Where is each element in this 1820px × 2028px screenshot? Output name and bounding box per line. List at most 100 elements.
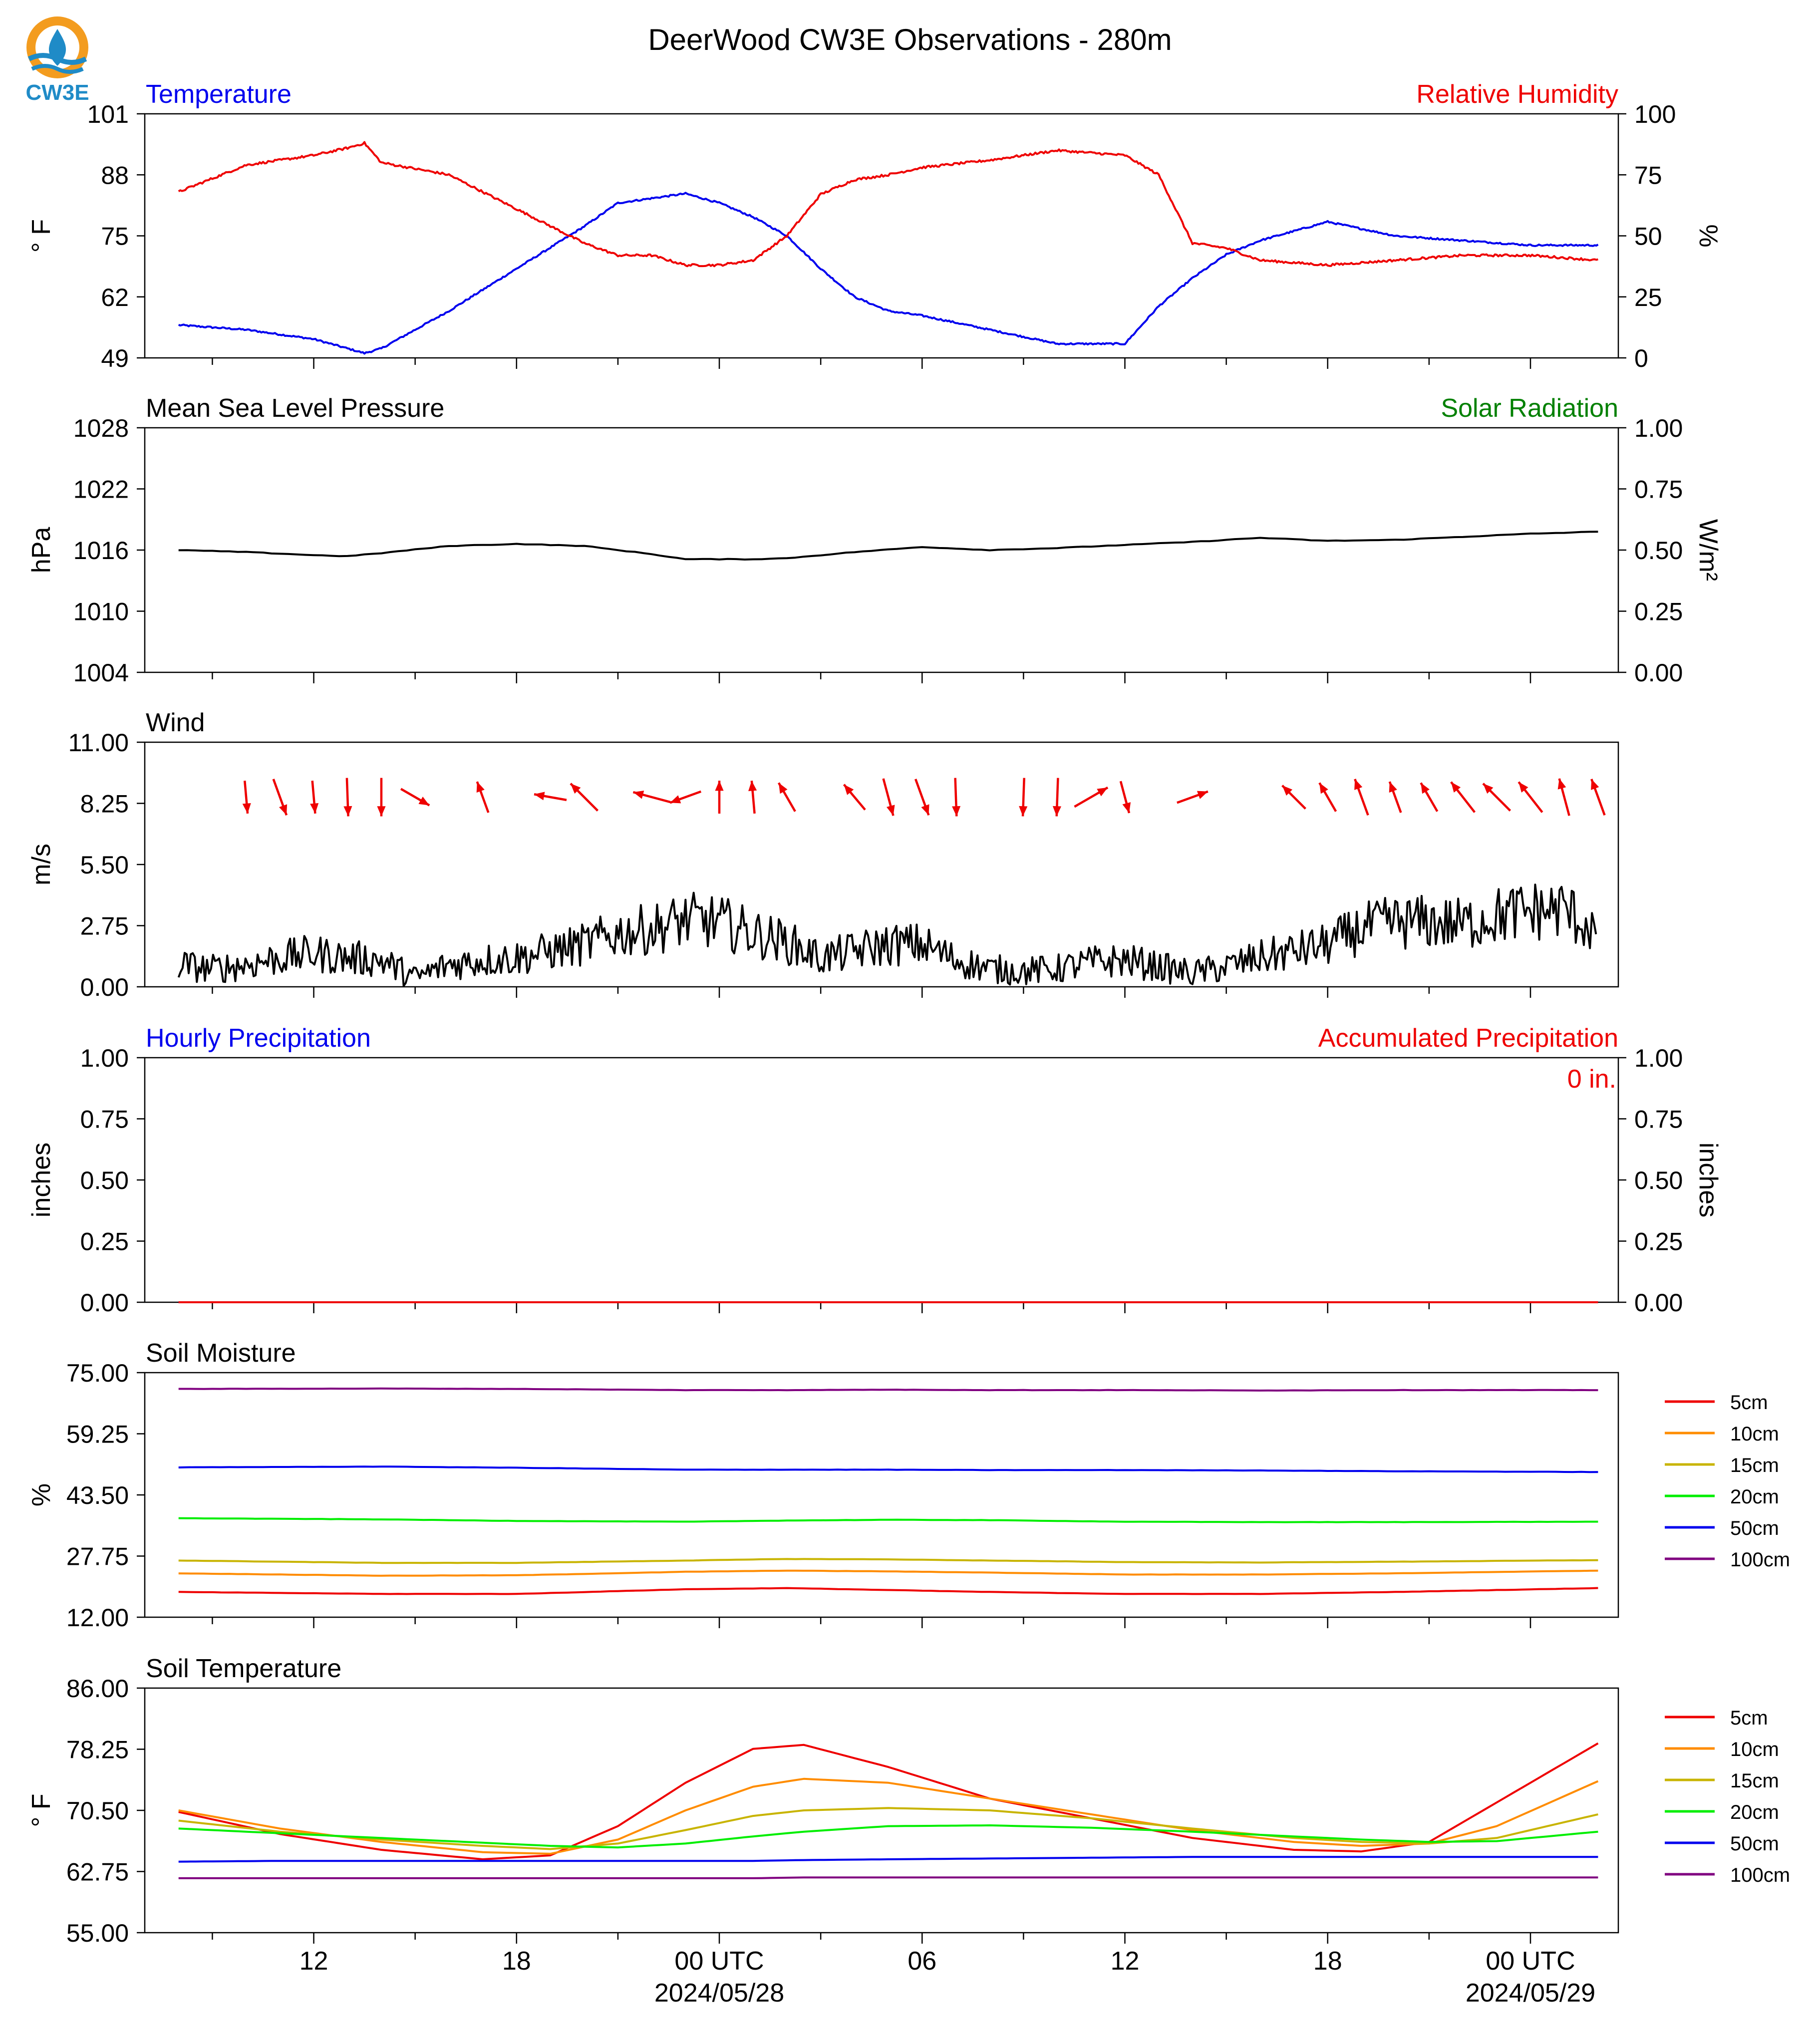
x-tick-label: 06	[908, 1947, 936, 1976]
axes: 49 62 75 88 101 0 25 50 75 100	[87, 100, 1676, 372]
wind-arrow	[272, 779, 288, 816]
wind-arrow	[1388, 781, 1402, 813]
wind-arrow	[914, 779, 930, 816]
y-tick-label-left: 75	[101, 223, 129, 251]
y-axis-label-left: m/s	[27, 844, 56, 885]
panel-title-temperature: Temperature	[146, 80, 292, 109]
y-tick-label-left: 59.25	[66, 1421, 129, 1449]
series-line-15cm	[178, 1807, 1598, 1850]
y-axis-label-left: inches	[27, 1143, 56, 1217]
y-tick-label-left: 70.50	[66, 1797, 129, 1825]
axes: 1004 1010 1016 1022 1028 0.00 0.25 0.50 0.75 1.00	[73, 414, 1683, 687]
y-tick-label-right: 0.00	[1634, 1289, 1683, 1317]
wind-arrow	[843, 784, 866, 811]
wind-arrow	[669, 790, 702, 804]
wind-arrow	[1281, 785, 1306, 810]
y-tick-label-right: 50	[1634, 223, 1662, 251]
series-line-10cm	[178, 1569, 1598, 1577]
wind-arrow	[377, 778, 386, 817]
y-tick-label-left: 62	[101, 284, 129, 311]
wind-arrow	[715, 781, 724, 814]
series-line-wind-speed	[177, 883, 1597, 987]
y-tick-label-right: 0.25	[1634, 598, 1683, 626]
y-tick-label-left: 1022	[73, 476, 129, 504]
y-tick-label-left: 75.00	[66, 1359, 129, 1387]
y-axis-label-right: W/m²	[1694, 519, 1723, 581]
y-tick-label-left: 1028	[73, 414, 129, 442]
y-tick-label-right: 0.00	[1634, 659, 1683, 687]
plot-area	[178, 1387, 1598, 1595]
y-tick-label-left: 101	[87, 100, 129, 128]
y-tick-label-right: 25	[1634, 284, 1662, 311]
y-tick-label-left: 5.50	[80, 851, 129, 879]
y-tick-label-left: 0.75	[80, 1106, 129, 1134]
series-line-20cm	[178, 1824, 1598, 1849]
wind-arrow	[1177, 790, 1209, 804]
wind-arrow	[1590, 779, 1606, 816]
cw3e-logo: CW3E	[25, 16, 89, 105]
x-tick-label: 12	[1111, 1947, 1140, 1976]
y-tick-label-left: 12.00	[66, 1604, 129, 1632]
wind-arrow	[534, 792, 567, 801]
wind-panel: Wind m/s 0.00 2.75 5.50 8.25 11.00	[27, 708, 1619, 1001]
y-axis-label-left: %	[27, 1483, 56, 1506]
x-tick-label: 18	[1313, 1947, 1342, 1976]
panel-title-pressure: Mean Sea Level Pressure	[146, 394, 444, 423]
x-tick-label: 00 UTC	[1486, 1947, 1575, 1976]
y-tick-label-left: 27.75	[66, 1543, 129, 1571]
panel-title-soil-temperature: Soil Temperature	[146, 1654, 341, 1683]
wind-arrow	[242, 780, 251, 814]
wind-arrow	[1450, 781, 1476, 813]
legend-label: 20cm	[1730, 1801, 1779, 1823]
y-tick-label-right: 0	[1634, 344, 1648, 372]
series-line-10cm	[178, 1777, 1599, 1855]
legend-label: 5cm	[1730, 1392, 1768, 1414]
y-tick-label-right: 100	[1634, 100, 1676, 128]
x-tick-label: 18	[502, 1947, 531, 1976]
y-tick-label-left: 49	[101, 344, 129, 372]
axes: 55.00 62.75 70.50 78.25 86.00	[66, 1675, 1531, 1947]
wind-arrow	[1074, 786, 1109, 808]
temperature-humidity-panel: Temperature Relative Humidity ° F % 49 62…	[27, 80, 1723, 372]
soil-temperature-panel: Soil Temperature ° F 55.00 62.75 70.50 78.2…	[27, 1654, 1790, 1947]
pressure-solar-panel: Mean Sea Level Pressure Solar Radiation …	[27, 394, 1723, 687]
x-date-label: 2024/05/28	[654, 1979, 784, 2008]
wind-arrow	[748, 780, 757, 814]
wind-arrow	[310, 780, 319, 814]
wind-arrow	[1019, 778, 1028, 817]
y-tick-label-left: 86.00	[66, 1675, 129, 1703]
axes: 0.00 2.75 5.50 8.25 11.00	[68, 729, 1531, 1001]
y-tick-label-right: 0.75	[1634, 476, 1683, 504]
x-date-label: 2024/05/29	[1466, 1979, 1595, 2008]
legend-label: 50cm	[1730, 1517, 1779, 1539]
chart-title: DeerWood CW3E Observations - 280m	[648, 23, 1172, 56]
wind-arrow	[1517, 781, 1543, 813]
y-axis-label-left: ° F	[27, 219, 56, 253]
x-tick-label: 12	[300, 1947, 328, 1976]
legend-label: 15cm	[1730, 1454, 1779, 1476]
y-tick-label-right: 75	[1634, 161, 1662, 189]
series-line-100cm	[178, 1876, 1598, 1879]
wind-arrow	[1482, 783, 1512, 812]
y-tick-label-right: 0.25	[1634, 1228, 1683, 1256]
y-tick-label-right: 1.00	[1634, 414, 1683, 442]
series-line-15cm	[178, 1558, 1598, 1564]
precipitation-panel: Hourly Precipitation Accumulated Precipi…	[27, 1024, 1723, 1317]
legend-label: 100cm	[1730, 1549, 1790, 1571]
wind-arrow	[343, 778, 352, 817]
y-tick-label-right: 1.00	[1634, 1044, 1683, 1072]
panel-title-solar-radiation: Solar Radiation	[1441, 394, 1618, 423]
y-tick-label-left: 62.75	[66, 1858, 129, 1886]
y-tick-label-left: 78.25	[66, 1736, 129, 1764]
wind-arrow	[882, 778, 895, 816]
legend-label: 100cm	[1730, 1864, 1790, 1886]
y-tick-label-right: 0.50	[1634, 537, 1683, 565]
cw3e-drop-logo-icon	[26, 16, 88, 78]
accumulated-precipitation-annotation: 0 in.	[1567, 1065, 1616, 1094]
soil-moisture-panel: Soil Moisture % 12.00 27.75 43.50 59.25 75.0…	[27, 1339, 1790, 1632]
series-line-50cm	[178, 1465, 1598, 1473]
panel-title-wind: Wind	[146, 708, 205, 737]
wind-arrow	[1318, 782, 1337, 812]
wind-arrow	[1052, 778, 1061, 817]
